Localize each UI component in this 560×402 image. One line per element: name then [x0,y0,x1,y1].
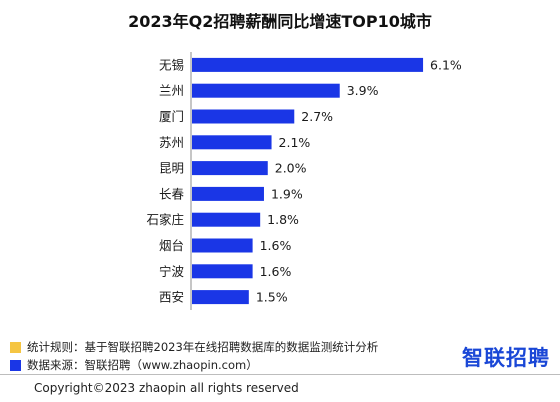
bar [192,290,249,305]
value-label: 3.9% [347,83,379,98]
category-label: 长春 [159,186,185,201]
value-label: 1.6% [260,264,292,279]
value-label: 1.8% [267,212,299,227]
data-source-note: 数据来源：智联招聘（www.zhaopin.com） [10,357,258,373]
bar [192,83,340,98]
bar [192,238,253,253]
category-label: 厦门 [159,109,184,124]
source-swatch [10,359,21,371]
category-label: 无锡 [159,57,184,72]
category-label: 昆明 [159,161,184,176]
zhaopin-logo: 智联招聘 [462,346,550,370]
bar [192,161,268,176]
value-label: 1.5% [256,290,288,305]
value-label: 2.1% [279,135,311,150]
value-label: 1.6% [260,238,292,253]
bar [192,109,295,124]
bar [192,212,261,227]
data-source-text: 数据来源：智联招聘（www.zhaopin.com） [27,358,258,372]
category-label: 苏州 [159,135,184,150]
value-label: 1.9% [271,186,303,201]
footer-divider [0,374,560,375]
copyright-text: Copyright©2023 zhaopin all rights reserv… [34,381,299,395]
value-label: 6.1% [430,57,462,72]
bar-chart: 无锡 6.1% 兰州 3.9% 厦门 2.7% 苏州 2.1% 昆明 2.0% 长春 1.9% 石家庄 1… [146,52,462,310]
bar [192,57,424,72]
category-label: 宁波 [159,264,185,279]
stat-rule-note: 统计规则：基于智联招聘2023年在线招聘数据库的数据监测统计分析 [10,339,378,355]
bar [192,186,264,201]
category-label: 西安 [159,290,184,305]
category-label: 石家庄 [146,212,184,227]
value-label: 2.7% [301,109,333,124]
stat-rule-text: 统计规则：基于智联招聘2023年在线招聘数据库的数据监测统计分析 [27,340,379,354]
bar [192,264,253,279]
category-label: 烟台 [159,238,184,253]
rule-swatch [10,341,21,353]
chart-title: 2023年Q2招聘薪酬同比增速TOP10城市 [128,12,432,31]
bar [192,135,272,150]
value-label: 2.0% [275,161,307,176]
category-label: 兰州 [159,83,184,98]
